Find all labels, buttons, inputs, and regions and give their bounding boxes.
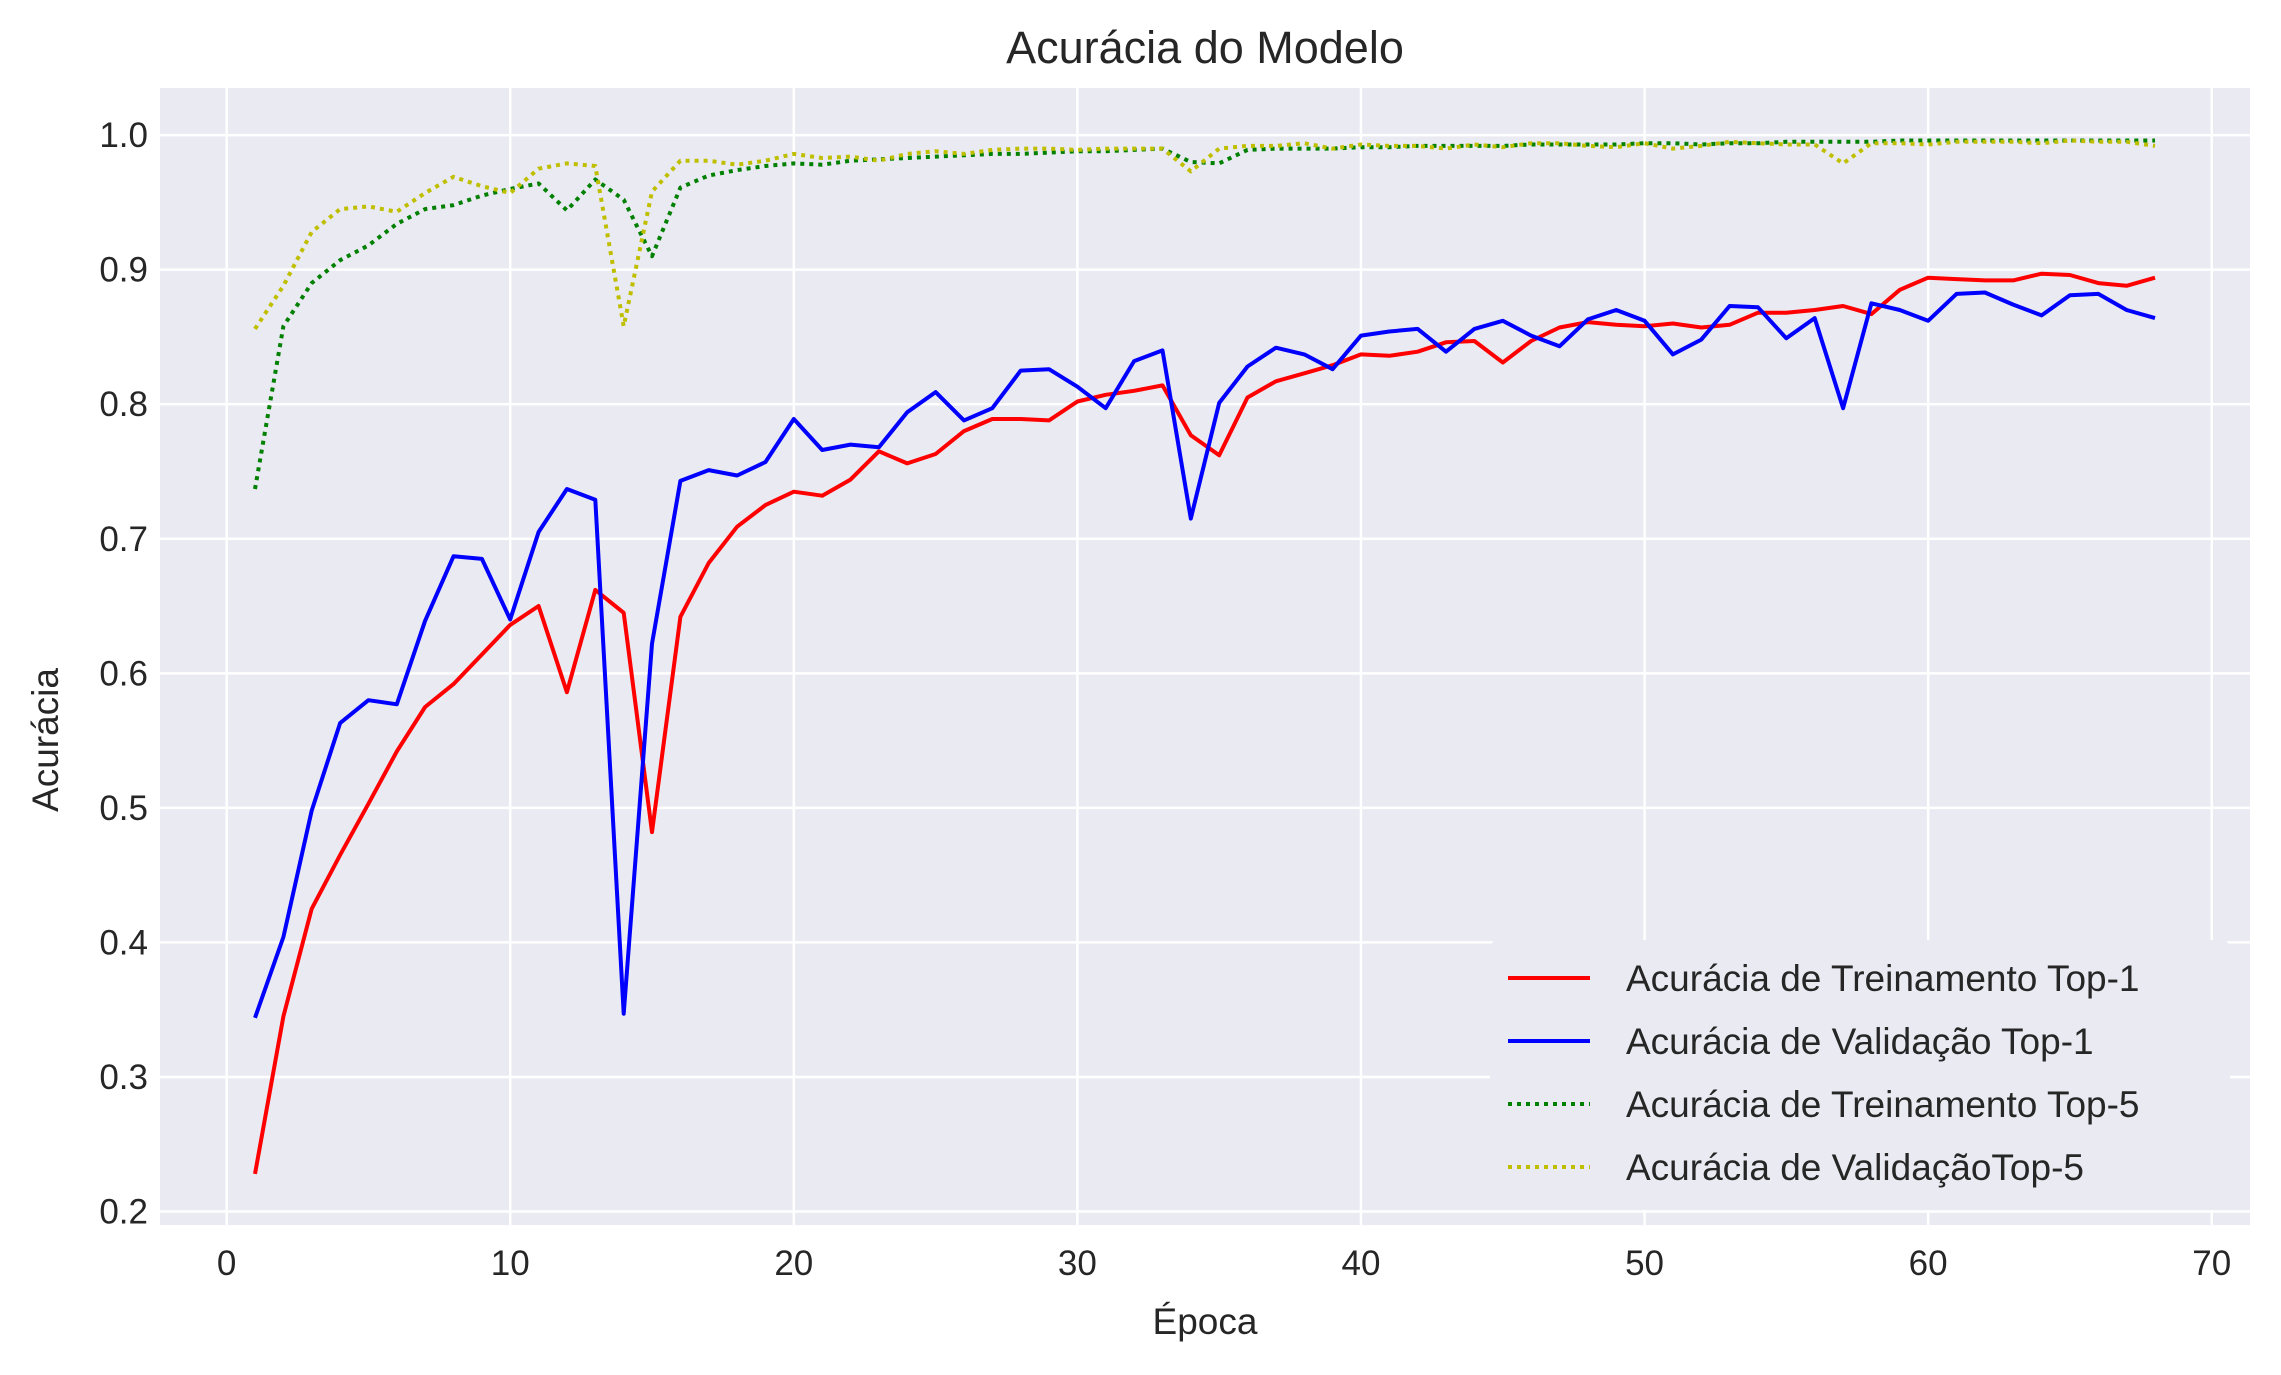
x-tick-label: 20 (774, 1244, 813, 1283)
chart-title: Acurácia do Modelo (1006, 22, 1404, 73)
y-tick-label: 0.6 (99, 654, 148, 693)
x-tick-label: 60 (1909, 1244, 1948, 1283)
legend-item-val-top5: Acurácia de ValidaçãoTop-5 (1508, 1147, 2084, 1188)
x-tick-label: 30 (1058, 1244, 1097, 1283)
legend-label-val-top5: Acurácia de ValidaçãoTop-5 (1626, 1147, 2084, 1188)
x-tick-label: 70 (2192, 1244, 2231, 1283)
y-tick-label: 0.3 (99, 1058, 148, 1097)
tick-labels: 0 10 20 30 40 50 60 70 0.2 0.3 0.4 0.5 0.6 0.7 0.8 0.9 1… (99, 116, 2231, 1283)
x-tick-label: 0 (217, 1244, 236, 1283)
legend-label-train-top5: Acurácia de Treinamento Top-5 (1626, 1084, 2140, 1125)
series-line-train-top5 (253, 138, 2155, 490)
y-tick-label: 0.8 (99, 385, 148, 424)
series-lines (253, 138, 2156, 1175)
x-tick-label: 10 (491, 1244, 530, 1283)
series-line-train-top1 (253, 271, 2156, 1175)
legend-label-val-top1: Acurácia de Validação Top-1 (1626, 1021, 2094, 1062)
legend: Acurácia de Treinamento Top-1 Acurácia d… (1490, 940, 2230, 1210)
y-axis-label: Acurácia (25, 668, 66, 812)
y-tick-label: 0.7 (99, 520, 148, 559)
legend-item-train-top1: Acurácia de Treinamento Top-1 (1508, 958, 2140, 999)
x-tick-label: 50 (1625, 1244, 1664, 1283)
series-line-val-top1 (253, 290, 2156, 1019)
y-tick-label: 0.2 (99, 1193, 148, 1232)
y-tick-label: 0.5 (99, 789, 148, 828)
series-line-val-top5 (253, 138, 2156, 331)
legend-item-train-top5: Acurácia de Treinamento Top-5 (1508, 1084, 2140, 1125)
legend-item-val-top1: Acurácia de Validação Top-1 (1508, 1021, 2094, 1062)
x-axis-label: Época (1153, 1301, 1258, 1342)
legend-box (1490, 940, 2230, 1210)
legend-label-train-top1: Acurácia de Treinamento Top-1 (1626, 958, 2140, 999)
y-tick-label: 0.4 (99, 923, 148, 962)
x-tick-label: 40 (1342, 1244, 1381, 1283)
y-tick-label: 1.0 (99, 116, 148, 155)
y-tick-label: 0.9 (99, 251, 148, 290)
